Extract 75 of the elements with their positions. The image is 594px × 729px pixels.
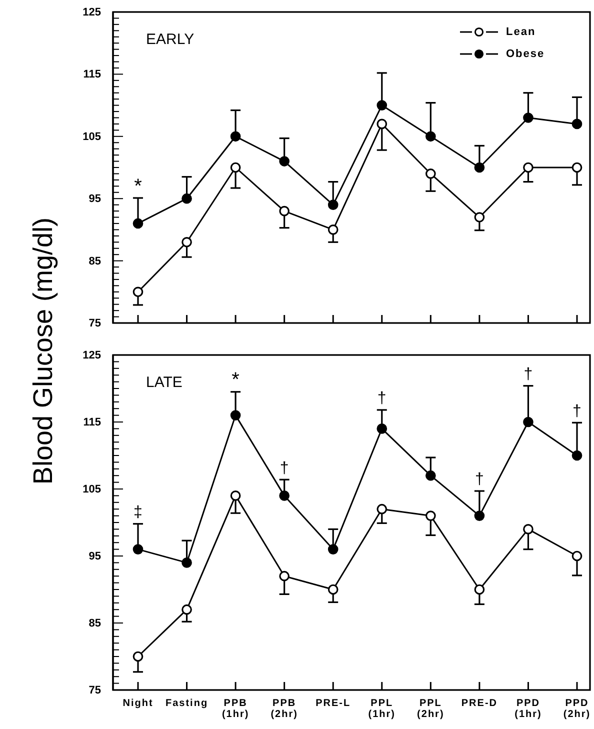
x-tick-label: Fasting bbox=[165, 698, 208, 709]
point bbox=[230, 162, 241, 173]
point bbox=[523, 162, 534, 173]
y-tick-label: 115 bbox=[83, 416, 101, 429]
point bbox=[572, 118, 582, 130]
point bbox=[230, 410, 241, 420]
y-tick-label: 125 bbox=[82, 350, 101, 362]
point bbox=[376, 100, 388, 110]
legend-label: Obese bbox=[506, 48, 545, 60]
point bbox=[132, 544, 144, 554]
y-tick-label: 105 bbox=[82, 130, 101, 143]
y-tick-label: 75 bbox=[88, 684, 101, 697]
y-axis-title: Blood Glucose (mg/dl) bbox=[28, 217, 58, 485]
point bbox=[376, 504, 388, 514]
point bbox=[572, 162, 582, 173]
point bbox=[328, 544, 338, 554]
annotation: ‡ bbox=[134, 504, 142, 522]
point bbox=[328, 200, 338, 210]
point bbox=[523, 524, 534, 534]
annotation: * bbox=[134, 175, 142, 198]
annotation: † bbox=[377, 390, 386, 408]
point bbox=[132, 286, 144, 298]
y-tick-label: 125 bbox=[82, 6, 101, 19]
x-tick-label: PPD (2hr) bbox=[563, 698, 591, 720]
annotation: † bbox=[524, 366, 533, 384]
x-tick-label: PRE-L bbox=[316, 698, 351, 709]
y-tick-label: 105 bbox=[82, 484, 101, 496]
point bbox=[182, 558, 192, 568]
x-tick-label: PPL (1hr) bbox=[368, 698, 396, 720]
point bbox=[182, 193, 192, 204]
y-tick-label: 115 bbox=[83, 68, 101, 81]
x-tick-label: PPB (2hr) bbox=[270, 698, 298, 720]
point bbox=[474, 510, 485, 521]
annotation: † bbox=[280, 460, 289, 477]
point bbox=[182, 236, 192, 248]
point bbox=[376, 118, 388, 130]
x-tick-label: Night bbox=[122, 698, 154, 709]
text: EARLY bbox=[146, 31, 194, 48]
x-tick-label: PPB (1hr) bbox=[222, 698, 250, 720]
point bbox=[230, 131, 241, 142]
y-tick-label: 85 bbox=[88, 255, 101, 268]
point bbox=[523, 112, 534, 123]
legend-label: Lean bbox=[506, 26, 536, 38]
y-tick-label: 75 bbox=[88, 318, 101, 330]
y-tick-label: 95 bbox=[88, 193, 101, 206]
point bbox=[132, 651, 144, 662]
annotation: † bbox=[572, 402, 582, 420]
text: LATE bbox=[146, 374, 182, 391]
y-tick-label: 95 bbox=[88, 550, 101, 563]
point bbox=[474, 212, 485, 222]
y-tick-label: 85 bbox=[88, 618, 101, 630]
point bbox=[279, 156, 290, 166]
point bbox=[279, 490, 290, 501]
point bbox=[230, 490, 241, 501]
annotation: † bbox=[474, 471, 484, 488]
point bbox=[182, 604, 192, 615]
x-tick-label: PRE-D bbox=[461, 698, 498, 709]
point bbox=[132, 218, 144, 229]
point bbox=[572, 550, 582, 562]
point bbox=[328, 224, 338, 235]
point bbox=[425, 168, 436, 179]
point bbox=[474, 162, 485, 173]
x-tick-label: PPD (1hr) bbox=[514, 698, 542, 720]
point bbox=[376, 424, 388, 434]
point bbox=[425, 510, 436, 521]
point bbox=[279, 570, 290, 582]
point bbox=[523, 416, 534, 428]
point bbox=[425, 470, 436, 481]
point bbox=[279, 206, 290, 216]
point bbox=[572, 450, 582, 461]
point bbox=[328, 584, 338, 595]
point bbox=[474, 584, 485, 595]
annotation: * bbox=[232, 369, 240, 392]
x-tick-label: PPL (2hr) bbox=[417, 698, 444, 720]
point bbox=[425, 131, 436, 142]
